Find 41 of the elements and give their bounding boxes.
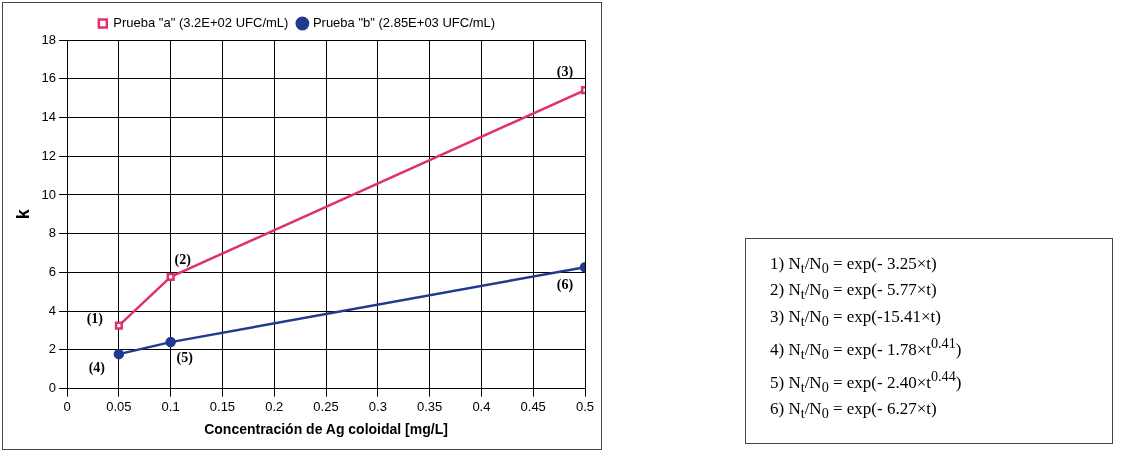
legend-label: Prueba "b" (2.85E+03 UFC/mL) (312, 15, 496, 31)
x-tick-label: 0.5 (575, 398, 595, 414)
legend-label: Prueba "a" (3.2E+02 UFC/mL) (113, 15, 289, 31)
text: 4) N$_{t}$/N$_{0}$ = exp(- 1.78×t$^{0.41}$) (770, 334, 963, 365)
x-tick-label: 0.05 (106, 398, 132, 414)
annotation: (5) (176, 349, 194, 366)
annotation: (3) (556, 63, 574, 80)
x-tick-label: 0.15 (209, 398, 236, 414)
x-tick-label: 0.25 (313, 398, 339, 414)
text: 6) N$_{t}$/N$_{0}$ = exp(- 6.27×t) (770, 398, 938, 424)
text: 3) N$_{t}$/N$_{0}$ = exp(-15.41×t) (770, 305, 942, 332)
text: 2) N$_{t}$/N$_{0}$ = exp(- 5.77×t) (770, 279, 938, 305)
annotation: (2) (174, 252, 192, 269)
x-tick-label: 0.4 (472, 398, 491, 414)
y-tick-label: 2 (48, 341, 57, 357)
point (113, 348, 125, 360)
y-tick-label: 12 (41, 147, 57, 163)
text: 1) N$_{t}$/N$_{0}$ = exp(- 3.25×t) (770, 253, 938, 279)
annotation: (1) (86, 311, 104, 328)
point (166, 272, 175, 281)
annotation: (4) (88, 359, 106, 376)
y-tick-label: 0 (48, 380, 57, 396)
y-tick-label: 10 (41, 186, 57, 202)
text: 5) N$_{t}$/N$_{0}$ = exp(- 2.40×t$^{0.44}$) (770, 367, 963, 398)
point (114, 321, 123, 330)
y-tick-label: 4 (48, 302, 57, 318)
x-tick-label: 0.35 (416, 398, 443, 414)
y-tick-label: 16 (41, 70, 57, 86)
x-tick-label: 0.2 (265, 398, 284, 414)
x-tick-label: 0.1 (161, 398, 180, 414)
x-tick-label: 0.45 (520, 398, 546, 414)
x-tick-label: 0.3 (368, 398, 387, 414)
y-tick-label: 8 (48, 225, 57, 241)
x-axis-title: Concentración de Ag coloidal [mg/L] (204, 421, 448, 438)
y-tick-label: 18 (41, 31, 57, 47)
y-tick-label: 14 (41, 109, 57, 125)
point (165, 336, 176, 348)
y-axis-title: k (12, 208, 33, 220)
x-tick-label: 0 (63, 398, 71, 414)
annotation: (6) (556, 276, 574, 293)
y-tick-label: 6 (48, 263, 57, 279)
